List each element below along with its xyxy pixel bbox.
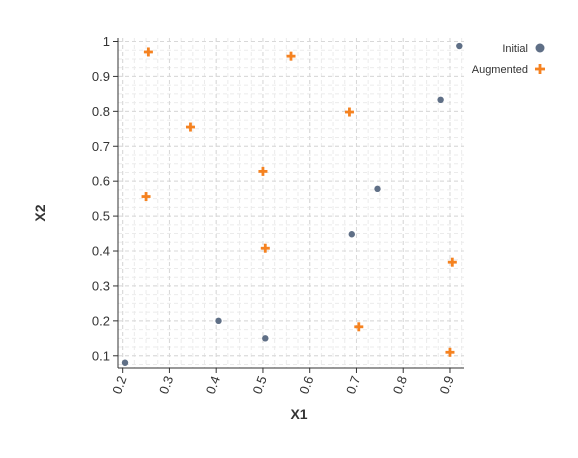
legend-label-initial: Initial <box>502 43 528 55</box>
point-augmented <box>354 322 364 332</box>
x-tick-label: 0.6 <box>296 374 316 396</box>
point-augmented-v <box>263 243 267 253</box>
legend-plus-shape-v <box>538 64 542 74</box>
x-tick-label: 0.9 <box>437 374 457 396</box>
legend-plus-shape <box>535 64 545 74</box>
point-initial <box>437 96 444 104</box>
legend-marker-augmented <box>535 64 545 74</box>
point-augmented-v <box>348 107 351 117</box>
point-augmented-v <box>357 322 361 332</box>
point-augmented-v <box>144 192 148 202</box>
x-tick-label: 0.2 <box>109 374 129 396</box>
y-tick-label: 0.6 <box>92 174 110 189</box>
y-tick-label: 0.3 <box>92 278 110 293</box>
y-axis-ticks: 0.1 0.2 0.3 0.4 0.5 0.6 0.7 0.8 0.9 1 <box>92 34 118 363</box>
x-tick-label: 0.8 <box>390 374 410 396</box>
point-initial <box>374 185 381 193</box>
data-points <box>121 42 463 366</box>
point-augmented <box>141 192 151 202</box>
point-augmented <box>447 257 457 267</box>
point-initial <box>215 317 222 325</box>
point-augmented-v <box>146 47 150 57</box>
point-initial <box>121 359 129 366</box>
legend: Initial Augmented <box>472 43 545 76</box>
y-tick-label: 0.7 <box>92 139 110 154</box>
point-augmented <box>260 243 270 253</box>
legend-label-augmented: Augmented <box>472 64 528 76</box>
y-tick-label: 0.4 <box>92 244 110 259</box>
y-tick-label: 0.9 <box>92 69 110 84</box>
point-augmented <box>445 347 455 357</box>
point-initial <box>262 335 269 342</box>
x-axis-label: X1 <box>290 406 307 422</box>
point-initial <box>456 42 463 50</box>
y-tick-label: 1 <box>103 34 110 49</box>
y-tick-label: 0.5 <box>92 209 110 224</box>
legend-marker-initial <box>535 43 545 53</box>
point-augmented-v <box>448 347 452 357</box>
point-augmented-v <box>261 166 265 176</box>
x-tick-label: 0.5 <box>249 374 269 396</box>
point-initial <box>348 231 355 238</box>
point-augmented <box>258 166 268 176</box>
point-augmented-v <box>189 122 192 132</box>
y-tick-label: 0.2 <box>92 313 110 328</box>
point-augmented <box>185 122 195 132</box>
point-augmented <box>143 47 153 57</box>
point-augmented <box>344 107 354 117</box>
y-axis-label: X2 <box>32 204 48 221</box>
point-augmented <box>286 51 296 61</box>
x-tick-label: 0.7 <box>343 374 363 396</box>
y-tick-label: 0.8 <box>92 104 110 119</box>
x-tick-label: 0.3 <box>156 374 176 396</box>
axes <box>117 38 464 369</box>
point-augmented-v <box>289 51 293 61</box>
grid <box>118 38 464 368</box>
x-tick-label: 0.4 <box>203 374 223 396</box>
y-tick-label: 0.1 <box>92 348 110 363</box>
point-augmented-v <box>450 257 454 267</box>
x-axis-ticks: 0.2 0.3 0.4 0.5 0.6 0.7 0.8 0.9 <box>109 368 457 396</box>
